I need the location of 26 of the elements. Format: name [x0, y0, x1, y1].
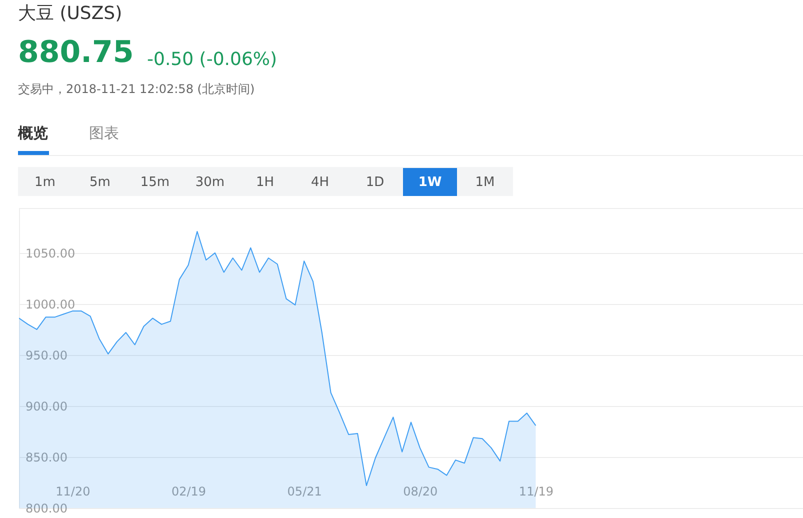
y-tick-label: 1000.00 — [26, 297, 76, 312]
x-tick-label: 11/19 — [518, 484, 554, 498]
text: 1W — [418, 175, 442, 190]
text: 交易中，2018-11-21 12:02:58 (北京时间) — [18, 82, 255, 96]
x-tick-label: 11/20 — [56, 484, 90, 498]
text: 图表 — [89, 124, 119, 142]
text: 880.75 — [18, 35, 134, 70]
y-tick-label: 1050.00 — [26, 246, 76, 260]
chart-title: 大豆 (USZS) — [18, 3, 122, 24]
y-tick-label: 850.00 — [26, 450, 68, 464]
text: 1m — [34, 175, 56, 190]
text: 1H — [256, 175, 274, 190]
text: 4H — [310, 175, 330, 190]
text: -0.50 (-0.06%) — [147, 49, 278, 70]
x-tick-label: 02/19 — [171, 484, 206, 498]
text: 5m — [90, 175, 110, 190]
y-tick-label: 950.00 — [26, 348, 68, 362]
text: 15m — [140, 175, 170, 190]
text: 1M — [475, 175, 495, 190]
x-tick-label: 05/21 — [287, 484, 322, 498]
y-tick-label: 900.00 — [26, 399, 68, 414]
text: 1D — [366, 175, 384, 190]
x-tick-label: 08/20 — [403, 484, 438, 498]
text: 30m — [195, 175, 225, 190]
y-tick-label: 800.00 — [26, 502, 68, 516]
text: 概览 — [17, 124, 48, 142]
